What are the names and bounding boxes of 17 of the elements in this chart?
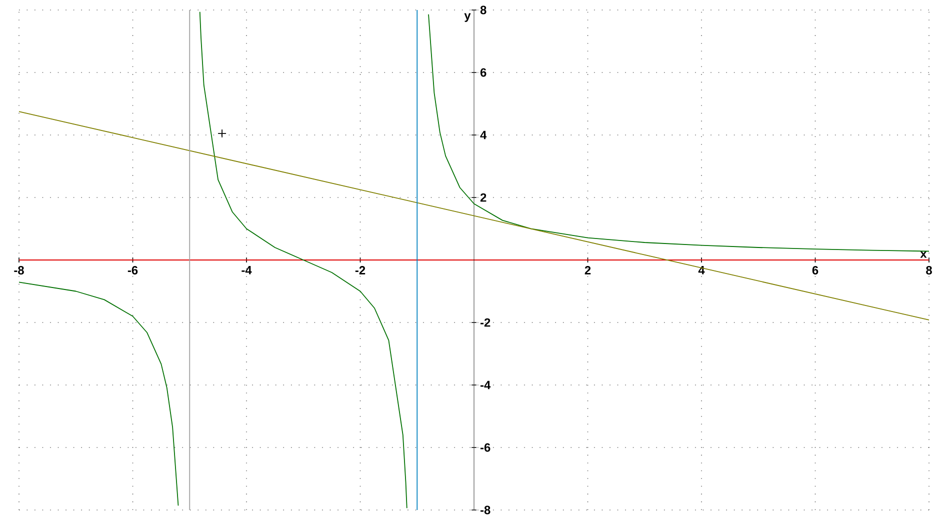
y-tick-label: 4 bbox=[480, 130, 487, 140]
y-tick-label: 6 bbox=[480, 68, 486, 77]
x-tick-label: -4 bbox=[242, 266, 252, 274]
x-tick-label: -8 bbox=[14, 266, 24, 274]
x-tick-label: 6 bbox=[812, 266, 818, 274]
x-tick-label: 8 bbox=[926, 266, 932, 274]
x-tick-label: -2 bbox=[355, 266, 366, 274]
y-tick-label: -8 bbox=[480, 506, 490, 514]
y-axis-title: y bbox=[464, 13, 471, 22]
x-tick-label: 2 bbox=[584, 266, 591, 274]
y-tick-label: -4 bbox=[480, 380, 491, 390]
x-axis-title: x bbox=[920, 251, 927, 258]
y-tick-label: -6 bbox=[480, 443, 490, 452]
y-tick-label: 2 bbox=[480, 193, 486, 202]
y-tick-label: 8 bbox=[480, 6, 486, 14]
x-tick-label: -6 bbox=[128, 266, 138, 274]
y-tick-label: -2 bbox=[480, 318, 490, 327]
